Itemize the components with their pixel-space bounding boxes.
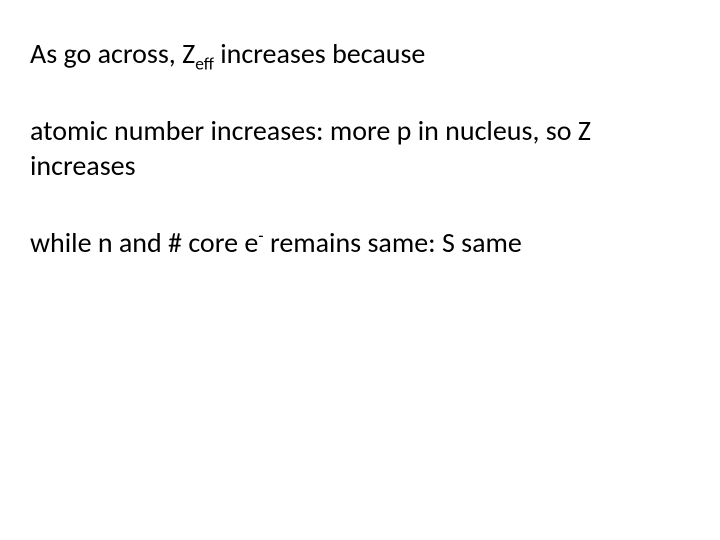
p1-post: increases because xyxy=(214,36,425,71)
slide: As go across, Zeff increases because ato… xyxy=(0,0,720,540)
p3-post: remains same: S same xyxy=(264,225,522,260)
paragraph-1: As go across, Zeff increases because xyxy=(30,36,690,71)
paragraph-2: atomic number increases: more p in nucle… xyxy=(30,113,690,183)
paragraph-3: while n and # core e- remains same: S sa… xyxy=(30,225,690,260)
p2-text: atomic number increases: more p in nucle… xyxy=(30,113,591,183)
p3-pre: while n and # core e xyxy=(30,225,258,260)
p1-pre: As go across, Z xyxy=(30,36,195,71)
p1-sub: eff xyxy=(195,53,214,75)
